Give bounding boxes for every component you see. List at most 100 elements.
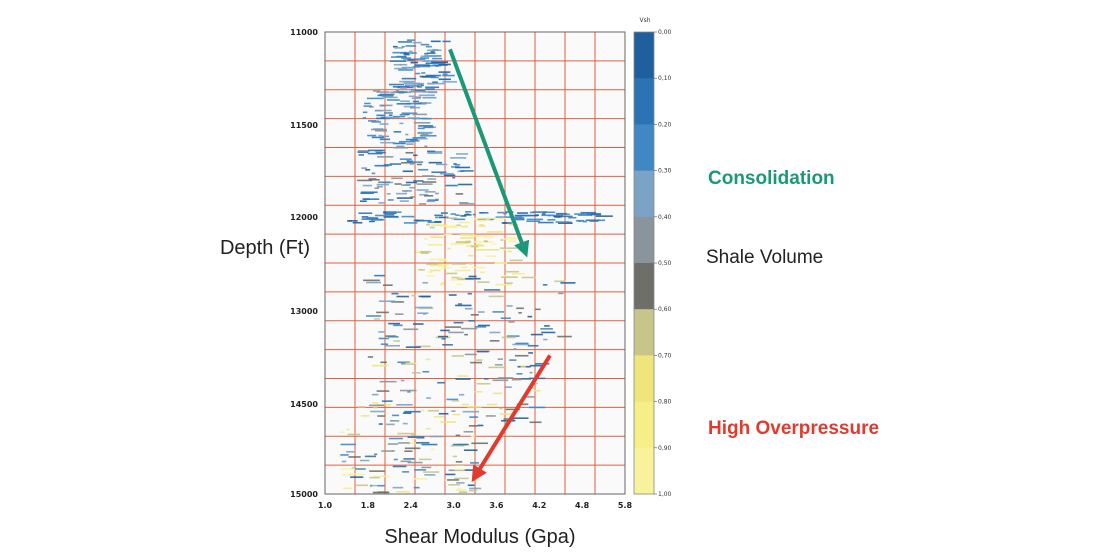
data-point xyxy=(395,90,400,92)
data-point xyxy=(340,443,356,446)
data-point xyxy=(368,178,377,180)
data-point xyxy=(425,45,432,48)
data-point xyxy=(427,178,437,180)
data-point xyxy=(425,358,431,361)
data-point xyxy=(506,335,520,337)
data-point xyxy=(474,359,483,361)
data-point xyxy=(432,57,443,60)
data-point xyxy=(514,214,522,217)
data-point xyxy=(422,91,437,93)
data-point xyxy=(363,105,372,107)
data-point xyxy=(374,187,379,190)
data-point xyxy=(474,235,488,237)
data-point xyxy=(483,236,494,238)
x-tick-label: 3.0 xyxy=(446,501,461,510)
data-point xyxy=(407,391,411,393)
data-point xyxy=(515,342,529,345)
data-point xyxy=(346,428,350,431)
data-point xyxy=(372,219,385,221)
data-point xyxy=(434,415,445,418)
data-point xyxy=(520,366,526,368)
data-point xyxy=(478,225,486,227)
data-point xyxy=(474,326,487,328)
data-point xyxy=(541,213,546,215)
data-point xyxy=(459,202,476,205)
data-point xyxy=(363,279,380,282)
data-point xyxy=(505,408,520,411)
data-point xyxy=(425,64,442,67)
data-point xyxy=(459,201,469,204)
colorbar-swatch xyxy=(634,170,654,218)
data-point xyxy=(454,464,464,466)
data-point xyxy=(364,455,377,458)
data-point xyxy=(347,433,361,436)
data-point xyxy=(451,399,459,402)
data-point xyxy=(411,437,417,440)
data-point xyxy=(451,263,467,265)
data-point xyxy=(401,45,405,48)
data-point xyxy=(471,266,486,269)
data-point xyxy=(418,307,434,310)
data-point xyxy=(404,450,413,452)
data-point xyxy=(529,364,546,367)
data-point xyxy=(403,82,421,85)
data-point xyxy=(469,489,478,492)
data-point xyxy=(378,331,385,333)
data-point xyxy=(413,486,420,489)
data-point xyxy=(399,122,404,125)
data-point xyxy=(401,57,412,59)
data-point xyxy=(467,406,482,408)
data-point xyxy=(450,444,465,447)
data-point xyxy=(391,292,399,295)
data-point xyxy=(417,127,425,130)
data-point xyxy=(542,211,556,214)
data-point xyxy=(574,213,586,215)
data-point xyxy=(404,183,411,186)
data-point xyxy=(400,460,411,463)
data-point xyxy=(403,66,415,69)
data-point xyxy=(422,175,435,177)
data-point xyxy=(509,259,523,262)
data-point xyxy=(387,336,399,338)
data-point xyxy=(396,295,409,298)
data-point xyxy=(421,72,426,74)
data-point xyxy=(529,371,533,374)
data-point xyxy=(474,391,483,393)
data-point xyxy=(460,215,467,217)
data-point xyxy=(502,222,512,224)
data-point xyxy=(406,102,419,105)
data-point xyxy=(380,343,389,345)
data-point xyxy=(467,445,471,447)
data-point xyxy=(339,431,345,434)
data-point xyxy=(492,243,496,245)
colorbar-tick-label: 0,10 xyxy=(658,75,672,82)
data-point xyxy=(459,237,474,239)
data-point xyxy=(429,258,446,261)
data-point xyxy=(340,454,349,456)
data-point xyxy=(417,131,433,134)
grid xyxy=(325,32,625,494)
data-point xyxy=(378,423,383,425)
data-point xyxy=(397,361,410,364)
y-tick-label: 14500 xyxy=(290,400,318,409)
data-point xyxy=(371,128,387,131)
data-point xyxy=(405,138,418,141)
data-point xyxy=(500,317,511,320)
colorbar-swatch xyxy=(634,263,654,310)
data-point xyxy=(475,249,485,251)
data-point xyxy=(489,331,501,334)
data-point xyxy=(376,390,390,392)
data-point xyxy=(495,216,511,218)
colorbar-swatch xyxy=(634,401,654,449)
data-point xyxy=(489,217,507,220)
data-point xyxy=(463,449,478,452)
data-point xyxy=(443,272,458,275)
data-point xyxy=(374,318,380,320)
data-point xyxy=(376,311,389,314)
data-point xyxy=(368,149,385,152)
data-point xyxy=(415,251,424,254)
data-point xyxy=(377,94,383,97)
data-point xyxy=(503,418,513,420)
data-point xyxy=(533,389,541,392)
data-point xyxy=(394,47,403,49)
